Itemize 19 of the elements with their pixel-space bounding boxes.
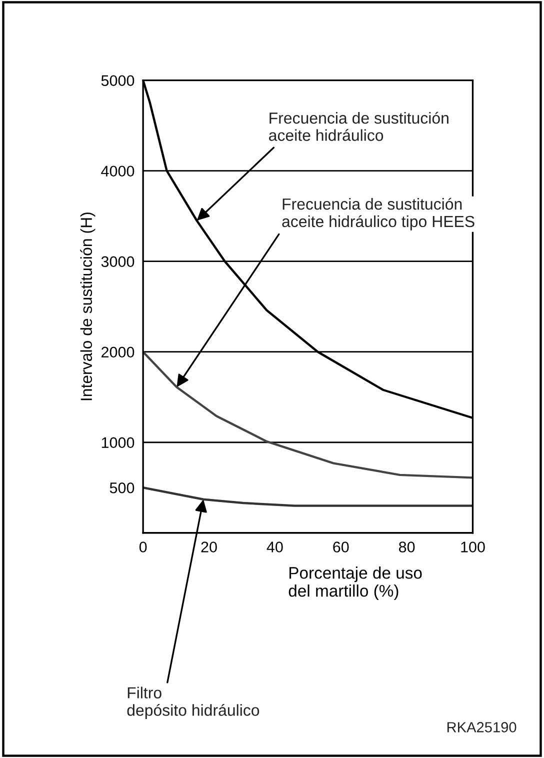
y-tick-label: 5000 <box>101 75 134 86</box>
line-series <box>143 350 473 479</box>
x-tick-label: 20 <box>201 542 217 552</box>
y-tick-label: 500 <box>110 482 134 494</box>
y-tick-label: 4000 <box>101 166 134 177</box>
annotation: Frecuencia de sustitución aceite hidráulico <box>269 112 448 141</box>
x-tick-label: 0 <box>139 542 147 552</box>
y-tick-label: 3000 <box>101 256 134 268</box>
annotation: Filtro depósito hidráulico <box>127 686 260 720</box>
x-tick-label: 100 <box>461 542 485 552</box>
x-tick-label: 80 <box>398 542 415 552</box>
text: RKA25190 <box>447 722 516 732</box>
x-tick-label: 60 <box>333 542 349 552</box>
y-tick-label: 1000 <box>102 437 134 448</box>
x-axis-title: Porcentaje de uso del martillo (%) <box>288 566 422 600</box>
y-axis-title: Intervalo de sustitución (H) <box>80 212 96 400</box>
x-tick-label: 40 <box>266 542 283 552</box>
annotation: Frecuencia de sustitución aceite hidráulico tipo HEES <box>282 198 474 230</box>
y-tick-label: 2000 <box>102 346 134 358</box>
